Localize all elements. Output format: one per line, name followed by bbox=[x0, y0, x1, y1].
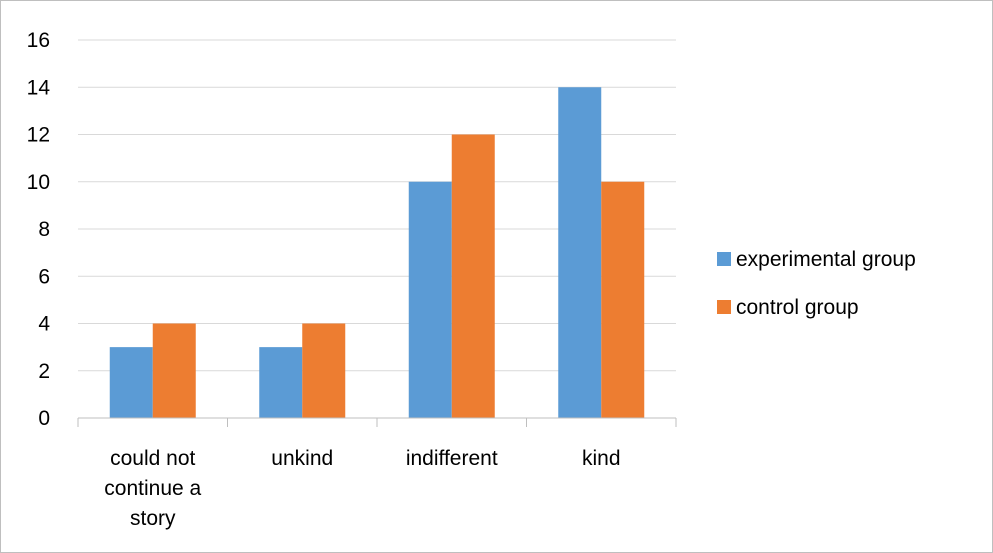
x-tick-label-line: unkind bbox=[271, 447, 333, 470]
x-tick-label-line: continue a bbox=[104, 477, 201, 500]
bar-experimental-group-3 bbox=[558, 87, 602, 418]
y-tick-label: 12 bbox=[27, 124, 50, 147]
x-tick-label-line: indifferent bbox=[406, 447, 498, 470]
y-tick-label: 0 bbox=[38, 407, 50, 430]
bar-control-group-2 bbox=[451, 134, 495, 418]
y-tick-label: 2 bbox=[38, 360, 50, 383]
bars bbox=[109, 87, 645, 418]
bar-control-group-0 bbox=[152, 323, 196, 418]
legend-label-experimental-group: experimental group bbox=[736, 248, 916, 271]
y-tick-label: 6 bbox=[38, 265, 50, 288]
y-tick-label: 16 bbox=[27, 29, 50, 52]
bar-experimental-group-0 bbox=[109, 347, 153, 418]
y-tick-label: 14 bbox=[27, 76, 51, 99]
bar-experimental-group-1 bbox=[259, 347, 303, 418]
y-tick-labels: 0 2 4 6 8 10 12 14 16 bbox=[27, 29, 51, 430]
x-tick-labels: could not continue a story unkind indifferen… bbox=[104, 447, 620, 530]
bar-control-group-1 bbox=[302, 323, 346, 418]
y-tick-label: 10 bbox=[27, 171, 50, 194]
x-tick-label: could not continue a story bbox=[104, 447, 201, 530]
y-tick-label: 8 bbox=[38, 218, 50, 241]
bar-experimental-group-2 bbox=[408, 181, 452, 418]
x-tick-label-line: kind bbox=[582, 447, 621, 470]
legend-swatch-experimental-group bbox=[717, 252, 731, 266]
x-tick-label: indifferent bbox=[406, 447, 498, 470]
axes bbox=[77, 417, 677, 427]
legend-label-control-group: control group bbox=[736, 296, 859, 319]
x-tick-label-line: story bbox=[130, 507, 176, 530]
y-tick-label: 4 bbox=[38, 313, 50, 336]
bar-control-group-3 bbox=[601, 181, 645, 418]
legend: experimental group control group bbox=[717, 248, 916, 319]
x-tick-label: kind bbox=[582, 447, 621, 470]
x-tick-label: unkind bbox=[271, 447, 333, 470]
legend-swatch-control-group bbox=[717, 300, 731, 314]
x-tick-label-line: could not bbox=[110, 447, 195, 470]
